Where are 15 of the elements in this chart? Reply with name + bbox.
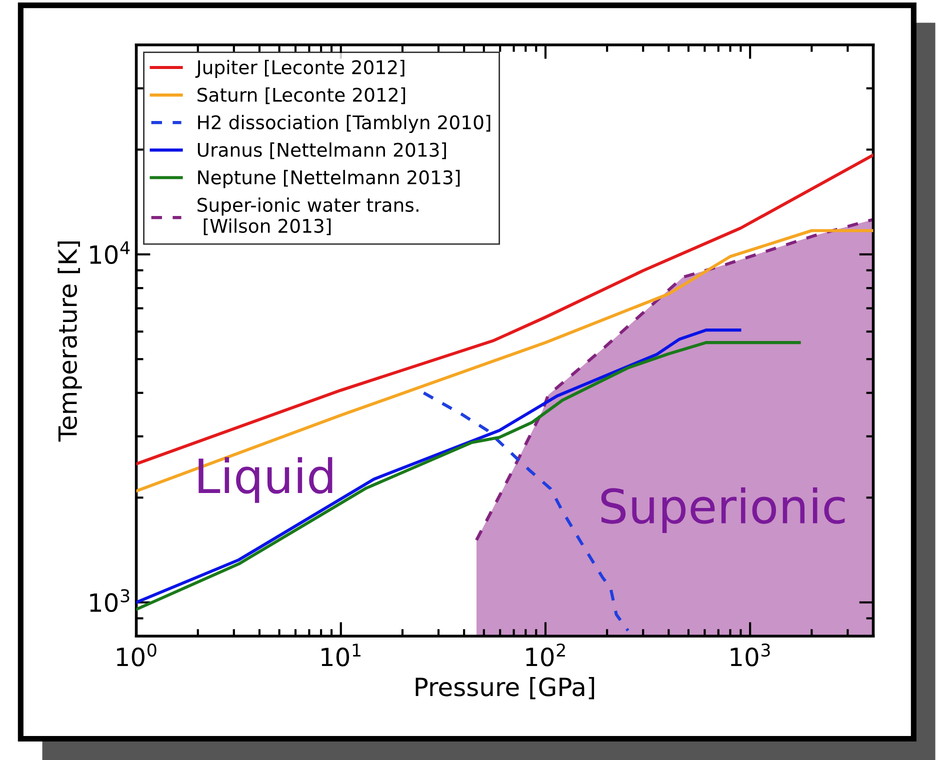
annotation: Liquid	[198, 457, 332, 503]
x-tick-label: 10$^{2}$	[526, 643, 565, 666]
annotation: Superionic	[601, 487, 845, 534]
legend-label: Jupiter [Leconte 2012]	[195, 60, 404, 78]
legend-label: Super-ionic water trans. [Wilson 2013]	[198, 197, 418, 236]
y-tick-label: 10$^{4}$	[90, 241, 130, 264]
legend-label: H2 dissociation [Tamblyn 2010]	[198, 114, 490, 134]
legend-label: Neptune [Nettelmann 2013]	[198, 170, 460, 188]
x-tick-label: 10$^{3}$	[730, 643, 770, 666]
legend-label: Saturn [Leconte 2012]	[198, 87, 406, 104]
x-tick-label: 10$^{1}$	[322, 644, 360, 666]
x-axis-title: Pressure [GPa]	[416, 676, 594, 700]
legend-label: Uranus [Nettelmann 2013]	[198, 142, 446, 160]
x-tick-label: 10$^{0}$	[117, 643, 156, 666]
y-axis-title: Temperature [K]	[58, 242, 82, 442]
